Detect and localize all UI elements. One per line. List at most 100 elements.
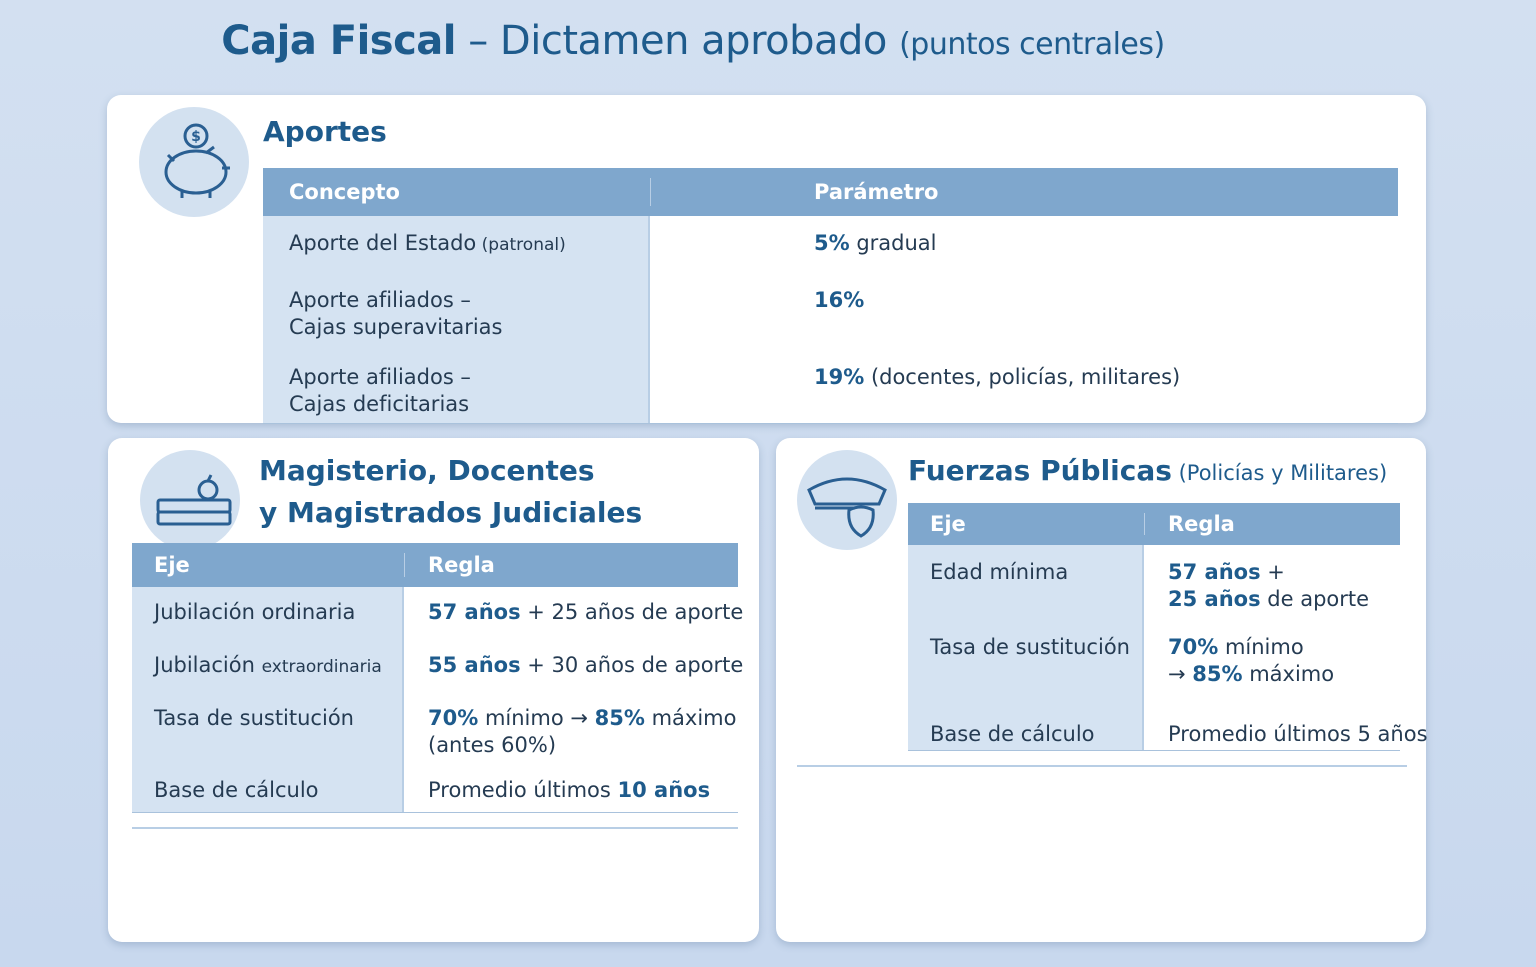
text-line: 55 años + 30 años de aporte bbox=[428, 652, 743, 679]
text-segment: 70% bbox=[1168, 635, 1219, 659]
row-label-cell: Aporte del Estado (patronal) bbox=[263, 216, 650, 273]
text-segment: 57 años bbox=[428, 600, 521, 624]
header-separator bbox=[1144, 513, 1145, 535]
table-row: Aporte del Estado (patronal) 5% gradual bbox=[263, 216, 1398, 274]
text-segment: 85% bbox=[1192, 662, 1243, 686]
row-value-cell: 16% bbox=[650, 273, 1398, 350]
text-segment: mínimo → bbox=[478, 706, 595, 730]
text-segment: + bbox=[1260, 560, 1285, 584]
row-value-cell: Promedio últimos 5 años bbox=[1144, 707, 1428, 750]
divider bbox=[797, 765, 1407, 767]
text-line: → 85% máximo bbox=[1168, 661, 1400, 688]
row-label-cell: Aporte afiliados – Cajas superavitarias bbox=[263, 273, 650, 350]
text-line: Promedio últimos 5 años bbox=[1168, 722, 1428, 746]
text-line: 25 años de aporte bbox=[1168, 586, 1400, 613]
text-line: 5% gradual bbox=[814, 230, 1398, 257]
text-segment: máximo bbox=[644, 706, 737, 730]
text-line: Aporte del Estado (patronal) bbox=[289, 230, 648, 259]
text-segment: Caja Fiscal bbox=[221, 18, 456, 64]
row-label-cell: Edad mínima bbox=[908, 545, 1144, 620]
text-segment: 85% bbox=[594, 706, 645, 730]
text-line: 57 años + bbox=[1168, 559, 1400, 586]
text-line: Edad mínima bbox=[930, 560, 1069, 584]
text-line: Aportes bbox=[263, 115, 387, 148]
text-segment: máximo bbox=[1242, 662, 1335, 686]
header-separator bbox=[650, 178, 651, 206]
text-line: Fuerzas Públicas (Policías y Militares) bbox=[908, 450, 1387, 494]
text-segment: (docentes, policías, militares) bbox=[864, 365, 1181, 389]
row-value-cell: 57 años + 25 años de aporte bbox=[404, 587, 743, 640]
column-header: Parámetro bbox=[814, 180, 939, 204]
column-header: Regla bbox=[1168, 512, 1235, 536]
text-segment: 16% bbox=[814, 288, 865, 312]
text-line: Cajas superavitarias bbox=[289, 315, 503, 339]
text-segment: (antes 60%) bbox=[428, 733, 557, 757]
column-header: Concepto bbox=[289, 180, 400, 204]
text-line: 19% (docentes, policías, militares) bbox=[814, 364, 1398, 391]
header-separator bbox=[404, 553, 405, 577]
table-row: Tasa de sustitución 70% mínimo → 85% máxi… bbox=[132, 693, 738, 766]
text-segment: 57 años bbox=[1168, 560, 1261, 584]
text-line: 57 años + 25 años de aporte bbox=[428, 599, 743, 626]
page-title: Caja Fiscal – Dictamen aprobado (puntos … bbox=[0, 18, 1386, 64]
text-segment: + 25 años de aporte bbox=[520, 600, 744, 624]
column-header: Regla bbox=[428, 553, 495, 577]
row-label-cell: Base de cálculo bbox=[908, 707, 1144, 750]
text-line: Promedio últimos 10 años bbox=[428, 777, 738, 804]
text-segment: Jubilación bbox=[154, 653, 262, 677]
text-segment: (Policías y Militares) bbox=[1171, 461, 1388, 485]
text-line: Base de cálculo bbox=[930, 722, 1095, 746]
row-value-cell: 70% mínimo → 85% máximo bbox=[1144, 620, 1400, 707]
police-icon bbox=[797, 450, 897, 550]
row-value-cell: 70% mínimo → 85% máximo (antes 60%) bbox=[404, 693, 738, 765]
text-segment: 5% bbox=[814, 231, 850, 255]
text-line: Tasa de sustitución bbox=[930, 635, 1130, 659]
svg-text:$: $ bbox=[191, 129, 201, 145]
table-header: Concepto Parámetro bbox=[263, 168, 1398, 216]
text-line: Jubilación extraordinaria bbox=[154, 652, 402, 681]
text-segment: Aporte del Estado bbox=[289, 231, 477, 255]
text-line: Aporte afiliados – bbox=[289, 365, 471, 389]
text-line: 70% mínimo → 85% máximo bbox=[428, 705, 738, 732]
section-heading: Fuerzas Públicas (Policías y Militares) bbox=[908, 450, 1387, 494]
table-header: Eje Regla bbox=[132, 543, 738, 587]
row-label-cell: Jubilación ordinaria bbox=[132, 587, 404, 640]
text-segment: 70% bbox=[428, 706, 479, 730]
text-segment: gradual bbox=[849, 231, 937, 255]
text-segment: 55 años bbox=[428, 653, 521, 677]
text-line: (antes 60%) bbox=[428, 732, 738, 759]
row-label-cell: Tasa de sustitución bbox=[908, 620, 1144, 707]
row-value-cell: 19% (docentes, policías, militares) bbox=[650, 350, 1398, 423]
section-heading: Magisterio, Docentes y Magistrados Judici… bbox=[259, 450, 642, 534]
row-label-cell: Jubilación extraordinaria bbox=[132, 640, 404, 693]
text-line: Magisterio, Docentes bbox=[259, 454, 595, 487]
row-label-cell: Aporte afiliados – Cajas deficitarias bbox=[263, 350, 650, 423]
text-line: 16% bbox=[814, 287, 1398, 314]
text-segment: Fuerzas Públicas bbox=[908, 454, 1172, 487]
table-row: Edad mínima 57 años +25 años de aporte bbox=[908, 545, 1400, 621]
text-segment: 19% bbox=[814, 365, 865, 389]
text-segment: + 30 años de aporte bbox=[520, 653, 744, 677]
row-value-cell: Promedio últimos 10 años bbox=[404, 765, 738, 812]
text-segment: 25 años bbox=[1168, 587, 1261, 611]
section-heading: Aportes bbox=[263, 111, 387, 153]
text-segment: (patronal) bbox=[476, 235, 566, 255]
table-row: Aporte afiliados – Cajas superavitarias 16… bbox=[263, 273, 1398, 351]
text-segment: Promedio últimos bbox=[428, 778, 618, 802]
text-line: Base de cálculo bbox=[154, 778, 319, 802]
text-segment: 10 años bbox=[617, 778, 711, 802]
table-row: Jubilación ordinaria 57 años + 25 años de… bbox=[132, 587, 743, 641]
text-segment: (puntos centrales) bbox=[899, 27, 1165, 62]
text-segment: → bbox=[1168, 662, 1193, 686]
table-row: Tasa de sustitución 70% mínimo → 85% máxim… bbox=[908, 620, 1400, 708]
table-row: Base de cálculo Promedio últimos 10 años bbox=[132, 765, 738, 813]
piggy-icon: $ bbox=[139, 107, 249, 217]
books-icon bbox=[140, 450, 240, 550]
text-line: Cajas deficitarias bbox=[289, 392, 470, 416]
text-line: Tasa de sustitución bbox=[154, 706, 354, 730]
divider bbox=[132, 827, 738, 829]
row-value-cell: 55 años + 30 años de aporte bbox=[404, 640, 743, 693]
row-value-cell: 57 años +25 años de aporte bbox=[1144, 545, 1400, 620]
text-segment: mínimo bbox=[1218, 635, 1304, 659]
